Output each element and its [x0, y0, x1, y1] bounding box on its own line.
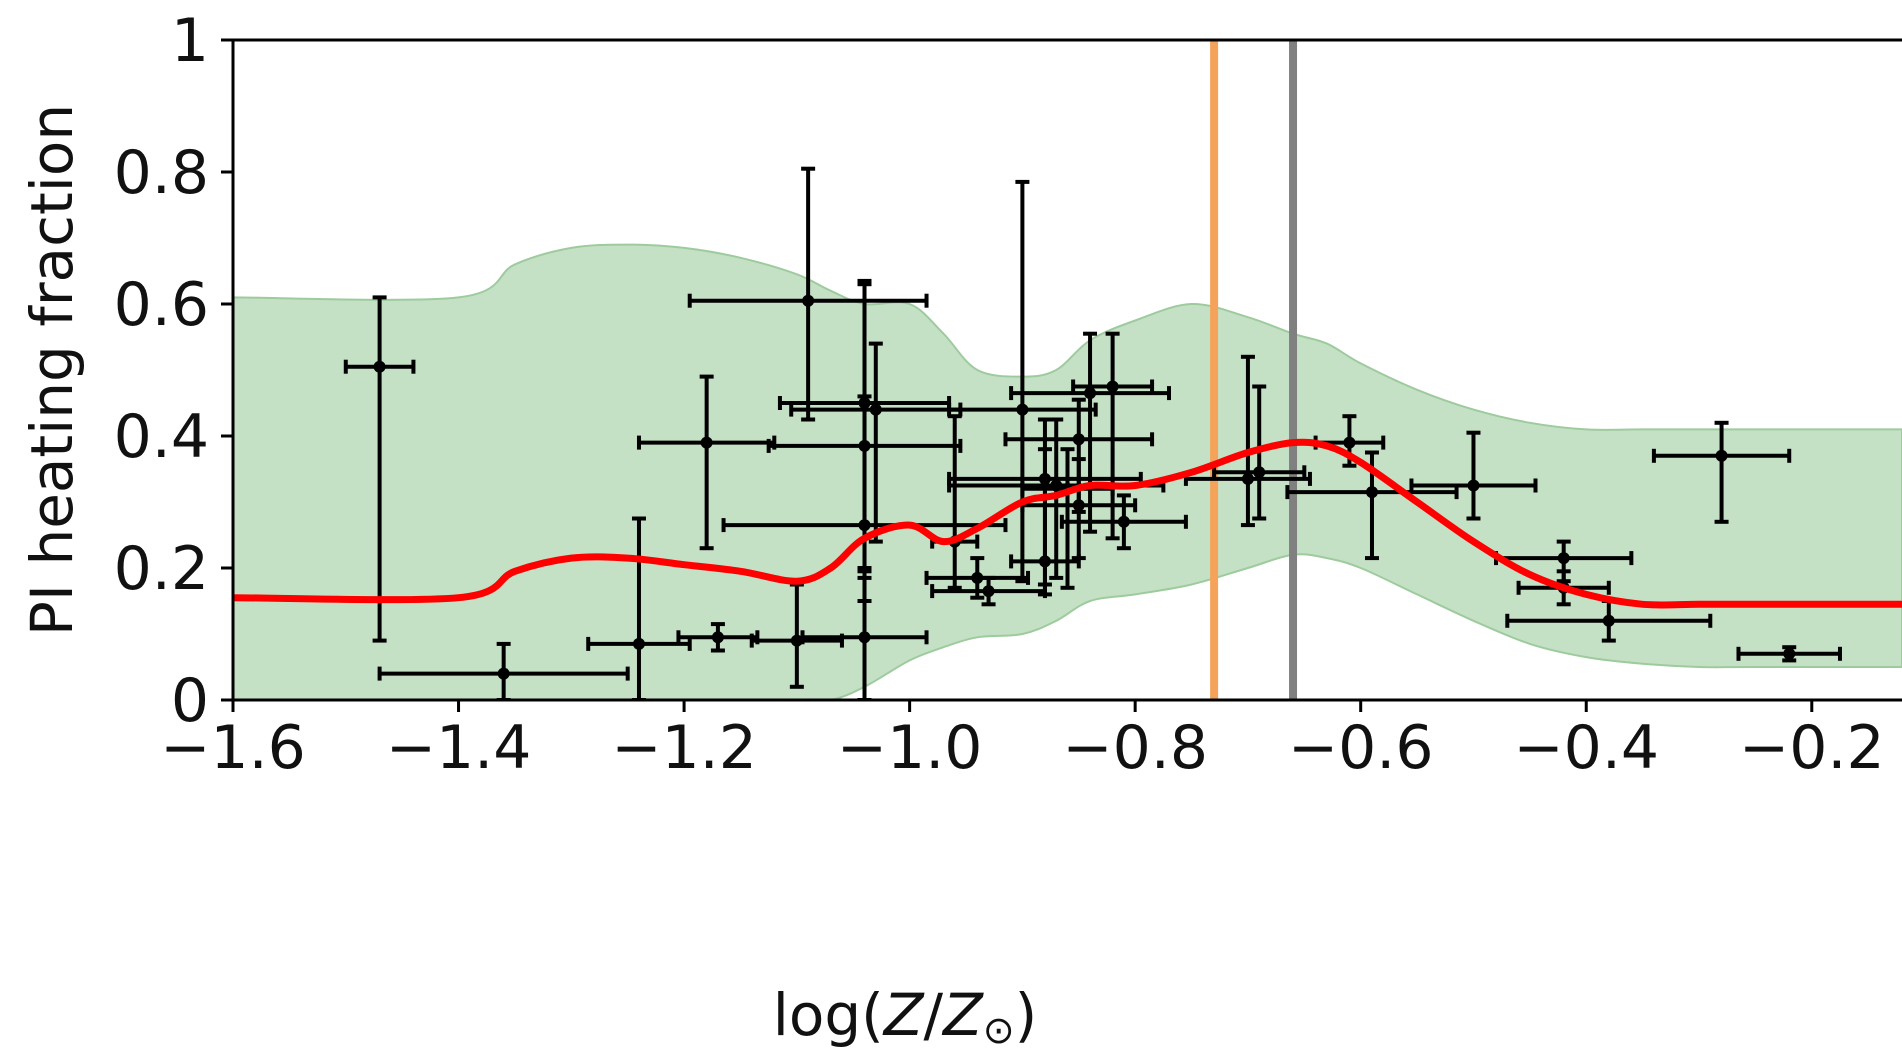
data-point-16: [947, 179, 1098, 584]
axes: [231, 38, 1902, 702]
x-tick-label: −1.6: [160, 713, 306, 783]
x-axis-title: log(Z/Z⊙): [773, 981, 1038, 1049]
data-marker: [858, 631, 871, 644]
data-marker: [497, 667, 510, 680]
y-tick-label: 0.4: [114, 402, 209, 472]
data-marker: [802, 294, 815, 307]
x-tick-label: −0.6: [1288, 713, 1434, 783]
data-marker: [1343, 436, 1356, 449]
x-tick-label: −1.2: [611, 713, 757, 783]
data-point-10: [721, 394, 1008, 603]
data-point-34: [1651, 420, 1792, 524]
data-point-24: [1071, 331, 1155, 541]
ticks: −1.6 −1.4 −1.2 −1.0 −0.8 −0.6 −0.4 −0.2 0 0.2 0.4 0…: [114, 6, 1885, 783]
data-marker: [632, 637, 645, 650]
data-marker: [1016, 403, 1029, 416]
x-axis-title-part: Z: [882, 981, 925, 1049]
x-tick-label: −0.2: [1739, 713, 1885, 783]
data-point-26: [1183, 354, 1312, 528]
y-tick-label: 0.2: [114, 534, 209, 604]
data-marker: [1783, 647, 1796, 660]
y-tick-label: 0: [171, 666, 209, 736]
data-marker: [1072, 499, 1085, 512]
data-point-1: [343, 295, 416, 643]
data-point-3: [586, 516, 692, 700]
data-marker: [1241, 472, 1254, 485]
x-tick-label: −1.0: [837, 713, 983, 783]
data-marker: [858, 519, 871, 532]
data-point-30: [1409, 430, 1538, 521]
x-axis-title-part: ⊙: [983, 1008, 1015, 1049]
data-marker: [1365, 486, 1378, 499]
data-point-2: [377, 641, 630, 700]
data-point-12: [789, 341, 963, 544]
data-marker: [1467, 479, 1480, 492]
data-marker: [971, 571, 984, 584]
model-line: [233, 438, 1902, 609]
x-tick-label: −1.4: [386, 713, 532, 783]
data-marker: [1715, 449, 1728, 462]
data-marker: [373, 360, 386, 373]
data-point-23: [1009, 331, 1171, 534]
x-axis-title-part: log(: [773, 981, 884, 1049]
data-marker: [1602, 614, 1615, 627]
y-tick-label: 0.6: [114, 270, 209, 340]
data-marker: [1072, 433, 1085, 446]
data-marker: [1253, 466, 1266, 479]
x-axis-title-part: /: [924, 981, 944, 1049]
data-marker: [1557, 552, 1570, 565]
data-point-4: [676, 622, 760, 653]
y-tick-label: 1: [171, 6, 209, 76]
data-marker: [711, 631, 724, 644]
data-points: [343, 166, 1842, 700]
y-tick-label: 0.8: [114, 138, 209, 208]
x-tick-label: −0.4: [1513, 713, 1659, 783]
data-point-5: [636, 374, 777, 551]
x-axis-title-part: ): [1015, 981, 1038, 1049]
data-point-7: [687, 166, 929, 422]
model-line-layer: [233, 438, 1902, 609]
data-marker: [1084, 387, 1097, 400]
x-axis-title-part: Z: [941, 981, 984, 1049]
data-marker: [1038, 555, 1051, 568]
data-marker: [982, 585, 995, 598]
reference-lines: [1210, 40, 1298, 700]
x-tick-label: −0.8: [1062, 713, 1208, 783]
data-point-25: [1059, 493, 1188, 551]
data-marker: [1117, 515, 1130, 528]
data-marker: [1106, 380, 1119, 393]
y-axis-title: PI heating fraction: [18, 104, 86, 636]
data-point-35: [1736, 645, 1842, 663]
data-marker: [700, 436, 713, 449]
data-marker: [869, 403, 882, 416]
data-point-11: [800, 569, 929, 700]
data-marker: [790, 634, 803, 647]
